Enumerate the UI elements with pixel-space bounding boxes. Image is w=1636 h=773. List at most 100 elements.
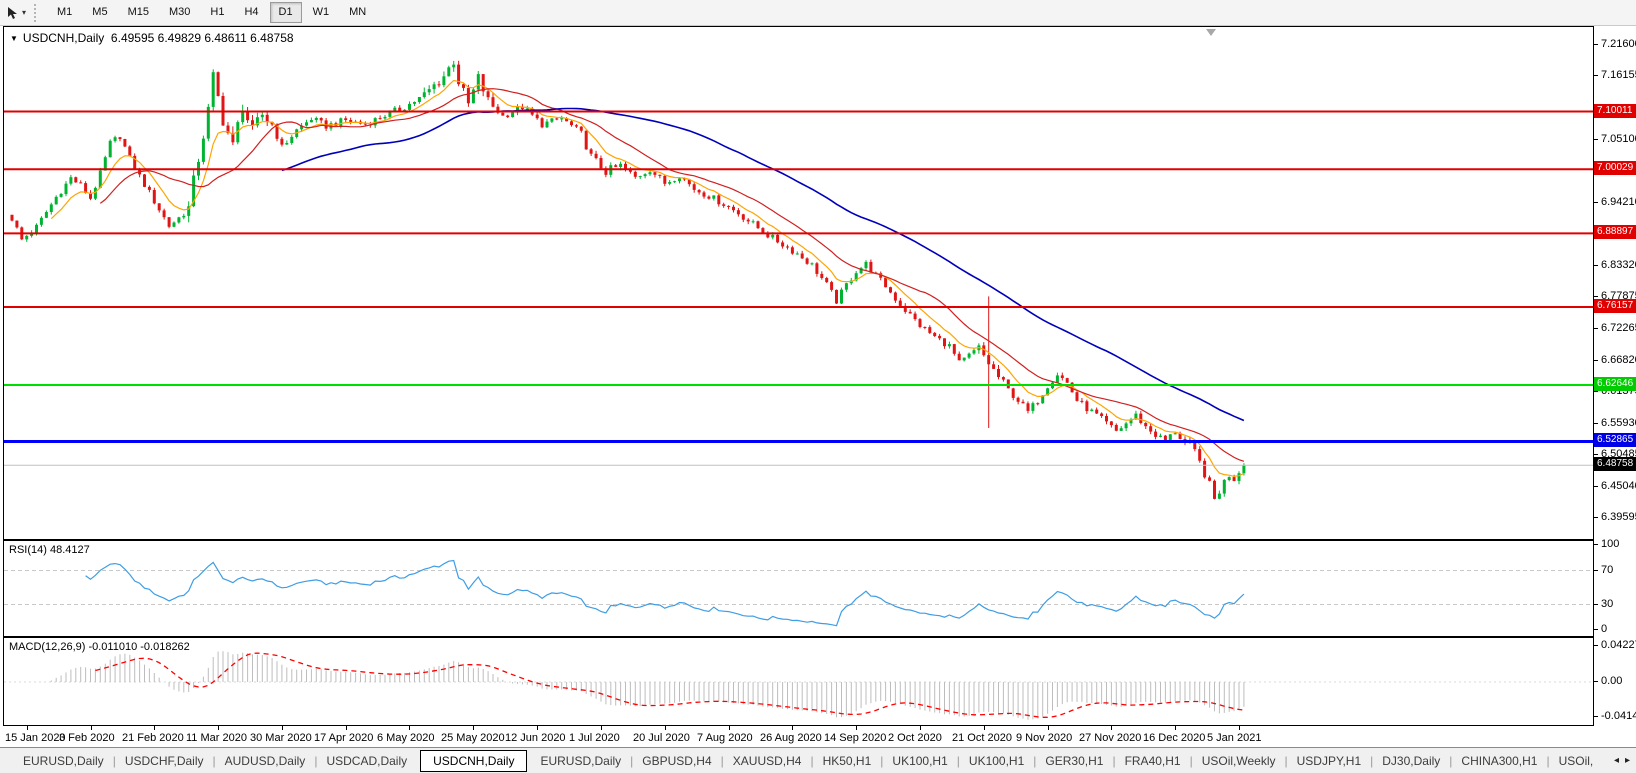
date-tickmark — [282, 726, 283, 730]
hline-price-badge: 7.00029 — [1594, 161, 1636, 175]
chart-tab-usdcad-daily[interactable]: USDCAD,Daily — [326, 753, 408, 768]
date-tickmark — [729, 726, 730, 730]
price-tick-label: 7.05100 — [1601, 133, 1636, 145]
tab-scroll-arrows: ◂ ▸ — [1614, 755, 1636, 766]
rsi-tickmark — [1594, 629, 1598, 630]
horizontal-lines-layer — [4, 110, 1593, 466]
macd-tick-label: -0.04148 — [1601, 710, 1636, 722]
chart-tab-ger30-h1[interactable]: GER30,H1 — [1045, 753, 1104, 768]
date-tickmark — [1111, 726, 1112, 730]
timeframe-button-M15[interactable]: M15 — [127, 6, 149, 18]
chart-tab-fra40-h1[interactable]: FRA40,H1 — [1124, 753, 1181, 768]
date-label: 27 Nov 2020 — [1079, 732, 1142, 744]
tab-scroll-left-icon[interactable]: ◂ — [1613, 755, 1619, 766]
candlestick-chart[interactable] — [4, 27, 1593, 539]
tab-separator: | — [112, 753, 116, 768]
toolbar-grip[interactable] — [34, 3, 41, 22]
date-tickmark — [1175, 726, 1176, 730]
date-label: 14 Sep 2020 — [824, 732, 887, 744]
date-tickmark — [346, 726, 347, 730]
date-label: 9 Nov 2020 — [1016, 732, 1073, 744]
date-label: 17 Apr 2020 — [314, 732, 374, 744]
timeframe-button-MN[interactable]: MN — [349, 6, 367, 18]
hline-price-badge: 6.62646 — [1594, 377, 1636, 391]
last-price-badge: 6.48758 — [1594, 457, 1636, 471]
chart-tab-overflow[interactable]: USOil, — [1558, 753, 1594, 768]
chart-shift-icon[interactable] — [1206, 29, 1216, 36]
date-tickmark — [1239, 726, 1240, 730]
rsi-line — [85, 559, 1245, 627]
price-tick-label: 7.21600 — [1601, 38, 1636, 50]
chart-tab-usdchf-daily[interactable]: USDCHF,Daily — [124, 753, 204, 768]
date-label: 3 Feb 2020 — [59, 732, 115, 744]
tab-separator: | — [956, 753, 960, 768]
date-label: 6 May 2020 — [377, 732, 435, 744]
price-axis[interactable]: 7.216007.161557.051006.942106.833206.778… — [1594, 26, 1636, 747]
chart-tab-eurusd-daily[interactable]: EURUSD,Daily — [540, 753, 622, 768]
collapse-indicator-icon[interactable]: ▼ — [10, 33, 18, 43]
chart-tab-dj30-daily[interactable]: DJ30,Daily — [1382, 753, 1441, 768]
date-tickmark — [154, 726, 155, 730]
date-tickmark — [473, 726, 474, 730]
date-label: 2 Oct 2020 — [888, 732, 942, 744]
rsi-chart[interactable] — [4, 541, 1593, 636]
tab-separator: | — [810, 753, 814, 768]
chart-title-text: USDCNH,Daily 6.49595 6.49829 6.48611 6.4… — [22, 31, 294, 45]
timeframe-button-M30[interactable]: M30 — [168, 6, 191, 18]
chart-tab-uk100-h1[interactable]: UK100,H1 — [968, 753, 1025, 768]
rsi-tickmark — [1594, 570, 1598, 571]
chart-tab-audusd-daily[interactable]: AUDUSD,Daily — [224, 753, 306, 768]
date-label: 20 Jul 2020 — [633, 732, 690, 744]
cursor-tool-button[interactable]: ▾ — [0, 2, 32, 24]
date-label: 21 Feb 2020 — [122, 732, 184, 744]
price-pane[interactable]: ▼ USDCNH,Daily 6.49595 6.49829 6.48611 6.… — [3, 26, 1594, 540]
price-tick-label: 6.83320 — [1601, 259, 1636, 271]
tab-separator: | — [880, 753, 884, 768]
date-tickmark — [27, 726, 28, 730]
chevron-down-icon: ▾ — [22, 8, 27, 17]
macd-pane[interactable]: MACD(12,26,9) -0.011010 -0.018262 — [3, 637, 1594, 726]
date-label: 30 Mar 2020 — [250, 732, 312, 744]
tab-separator: | — [630, 753, 634, 768]
tab-separator: | — [1546, 753, 1550, 768]
timeframe-button-H4[interactable]: H4 — [244, 6, 259, 18]
chart-tab-usdcnh-daily[interactable]: USDCNH,Daily — [420, 749, 528, 772]
chart-tab-eurusd-daily[interactable]: EURUSD,Daily — [23, 753, 104, 768]
time-axis[interactable]: 15 Jan 2020 3 Feb 2020 21 Feb 2020 11 Mar 2… — [3, 726, 1594, 747]
price-tick-label: 7.16155 — [1601, 69, 1636, 81]
date-tickmark — [601, 726, 602, 730]
date-tickmark — [537, 726, 538, 730]
chart-tab-usoil-weekly[interactable]: USOil,Weekly — [1201, 753, 1276, 768]
macd-signal-line — [95, 652, 1244, 718]
rsi-pane[interactable]: RSI(14) 48.4127 — [3, 540, 1594, 637]
top-toolbar: ▾ M1 M5 M15 M30 H1 H4 D1 W1 MN — [0, 0, 1636, 26]
timeframe-toolbar: M1 M5 M15 M30 H1 H4 D1 W1 MN — [47, 0, 376, 26]
macd-tick-label: 0.00 — [1601, 675, 1623, 687]
rsi-tickmark — [1594, 604, 1598, 605]
price-tick-label: 6.66820 — [1601, 354, 1636, 366]
timeframe-button-M1[interactable]: M1 — [57, 6, 73, 18]
tab-separator: | — [1033, 753, 1037, 768]
date-tickmark — [792, 726, 793, 730]
chart-tab-xauusd-h4[interactable]: XAUUSD,H4 — [732, 753, 802, 768]
price-tickmark — [1594, 265, 1598, 266]
cursor-icon — [8, 6, 17, 19]
date-tickmark — [856, 726, 857, 730]
chart-title: ▼ USDCNH,Daily 6.49595 6.49829 6.48611 6.… — [10, 31, 294, 45]
timeframe-button-W1[interactable]: W1 — [312, 6, 330, 18]
chart-tab-hk50-h1[interactable]: HK50,H1 — [822, 753, 872, 768]
timeframe-button-D1[interactable]: D1 — [269, 2, 302, 23]
macd-chart[interactable] — [4, 638, 1593, 725]
chart-tab-usdjpy-h1[interactable]: USDJPY,H1 — [1296, 753, 1362, 768]
chart-tab-uk100-h1[interactable]: UK100,H1 — [892, 753, 948, 768]
price-tickmark — [1594, 391, 1598, 392]
tab-scroll-right-icon[interactable]: ▸ — [1624, 755, 1630, 766]
timeframe-button-M5[interactable]: M5 — [92, 6, 108, 18]
date-label: 15 Jan 2020 — [5, 732, 66, 744]
chart-tab-gbpusd-h4[interactable]: GBPUSD,H4 — [642, 753, 712, 768]
timeframe-button-H1[interactable]: H1 — [210, 6, 225, 18]
chart-tab-china300-h1[interactable]: CHINA300,H1 — [1461, 753, 1538, 768]
macd-tickmark — [1594, 645, 1598, 646]
price-tick-label: 6.39595 — [1601, 511, 1636, 523]
tab-separator: | — [720, 753, 724, 768]
